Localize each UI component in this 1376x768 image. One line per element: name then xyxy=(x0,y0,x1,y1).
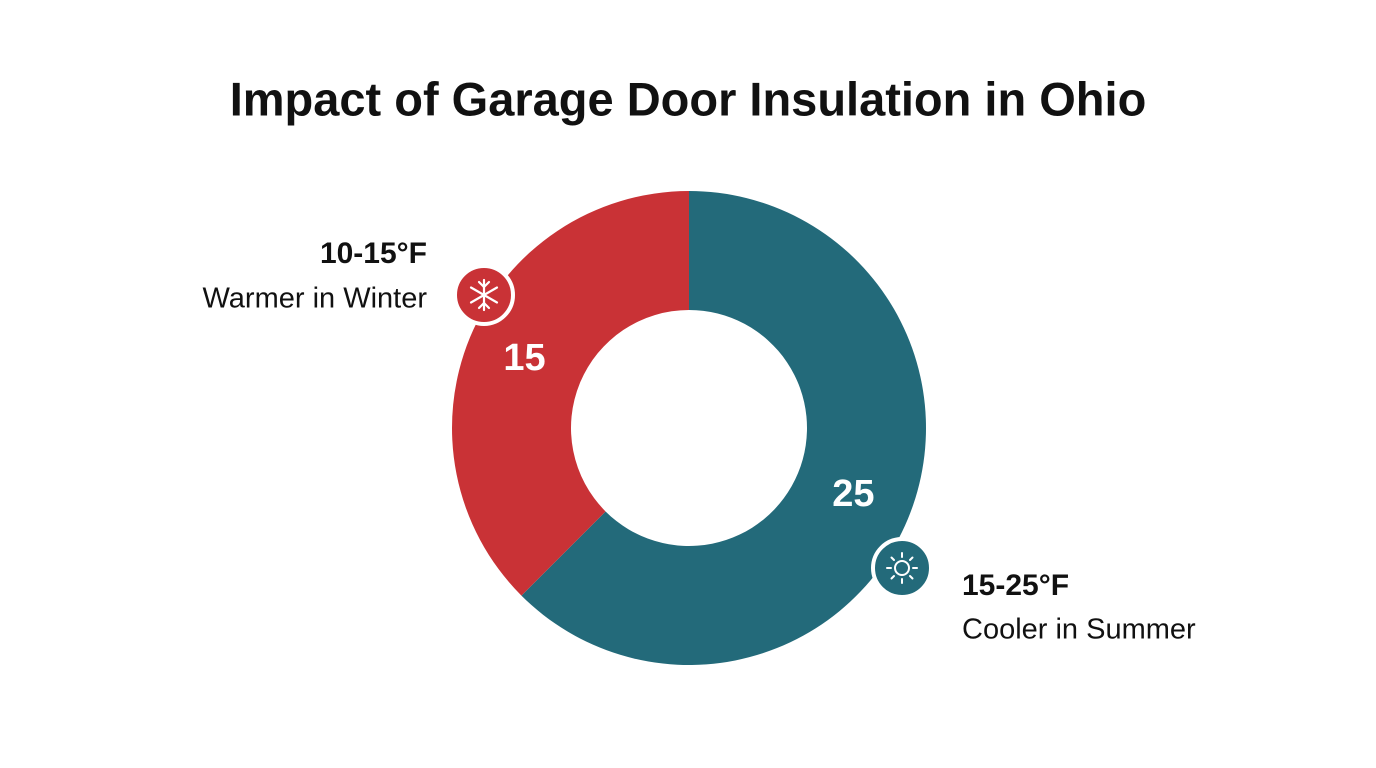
range-label: 15-25°F xyxy=(962,569,1069,602)
sun xyxy=(886,552,918,584)
snowflake xyxy=(469,278,499,312)
chart-title: Impact of Garage Door Insulation in Ohio xyxy=(230,72,1147,125)
value-label: 15 xyxy=(503,337,545,379)
value-label: 25 xyxy=(832,473,874,515)
category-label: Cooler in Summer xyxy=(962,614,1196,646)
donut-slice xyxy=(521,191,926,665)
category-label: Warmer in Winter xyxy=(203,283,428,315)
summer-icon xyxy=(871,537,933,599)
winter-icon xyxy=(453,264,515,326)
range-label: 10-15°F xyxy=(320,237,427,270)
icon-badge xyxy=(871,537,933,599)
value-labels: 25 15 xyxy=(503,337,874,515)
